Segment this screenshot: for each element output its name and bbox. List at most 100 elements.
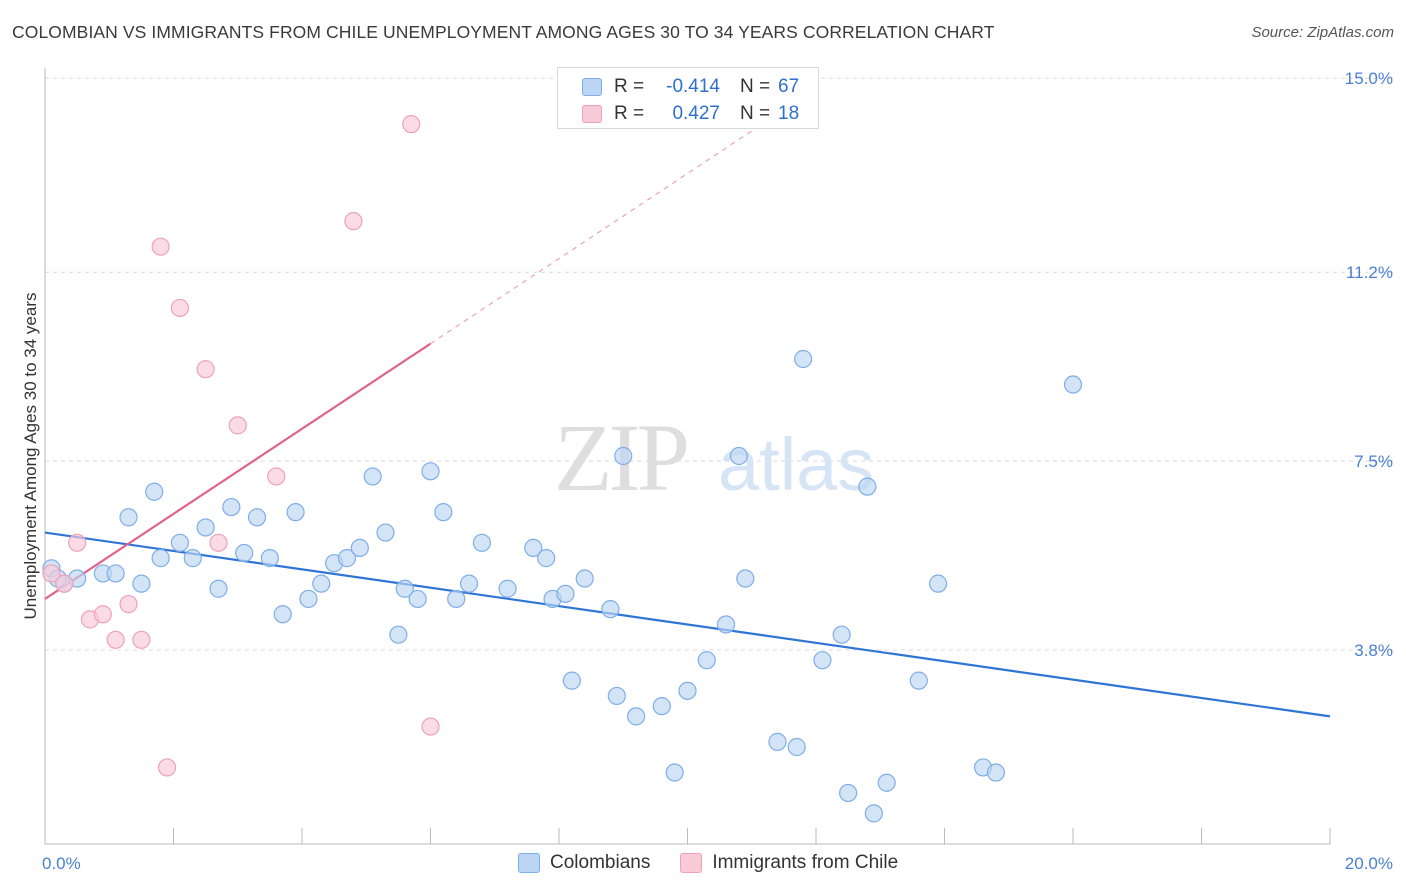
axis-labels: 3.8% 7.5% 11.2% 15.0% 0.0% 20.0% Unemployment …	[21, 69, 1393, 873]
point-colombians	[389, 625, 408, 644]
point-colombians	[408, 589, 427, 609]
series-legend: Colombians Immigrants from Chile	[518, 852, 928, 874]
y-axis-label: Unemployment Among Ages 30 to 34 years	[21, 293, 40, 620]
point-colombians	[832, 625, 851, 644]
point-colombians	[286, 503, 305, 522]
legend-row-chile: R = 0.427 N = 18	[582, 103, 799, 125]
point-colombians	[864, 804, 883, 823]
point-colombians	[273, 605, 292, 624]
series-legend-colombians[interactable]: Colombians	[518, 852, 650, 874]
point-colombians	[312, 574, 331, 593]
point-colombians	[183, 549, 202, 568]
point-colombians	[524, 538, 543, 557]
point-colombians	[222, 497, 241, 517]
data-points	[42, 115, 1083, 823]
point-colombians	[858, 477, 877, 496]
point-colombians	[736, 569, 755, 588]
point-colombians	[986, 763, 1006, 782]
point-colombians	[498, 579, 517, 598]
x-tick-label: 0.0%	[42, 854, 81, 873]
point-colombians	[132, 574, 151, 593]
series-label-colombians: Colombians	[550, 852, 651, 873]
series-legend-chile[interactable]: Immigrants from Chile	[680, 852, 898, 874]
point-colombians	[652, 697, 671, 716]
point-chile	[68, 533, 87, 552]
point-chile	[267, 467, 286, 486]
y-tick-label: 3.8%	[1354, 641, 1393, 660]
legend-r-label: R =	[614, 76, 645, 97]
point-colombians	[395, 579, 414, 598]
legend-r-label: R =	[614, 103, 645, 124]
legend-n-value: 67	[778, 76, 800, 97]
point-chile	[55, 574, 74, 593]
point-colombians	[813, 651, 832, 670]
point-colombians	[434, 503, 453, 522]
point-colombians	[119, 508, 138, 527]
trend-extension-chile	[430, 87, 817, 345]
point-chile	[42, 564, 61, 583]
point-colombians	[421, 462, 440, 481]
point-colombians	[877, 773, 896, 792]
point-chile	[209, 533, 228, 552]
legend-n-label: N =	[740, 103, 771, 124]
point-colombians	[562, 671, 581, 690]
point-colombians	[106, 564, 125, 583]
point-chile	[196, 360, 215, 379]
point-chile	[157, 758, 177, 777]
legend-r-value: -0.414	[666, 76, 720, 97]
point-colombians	[376, 523, 395, 542]
point-colombians	[614, 446, 633, 466]
point-colombians	[665, 763, 684, 782]
point-colombians	[247, 508, 267, 527]
point-colombians	[363, 467, 382, 486]
chart-title: COLOMBIAN VS IMMIGRANTS FROM CHILE UNEMP…	[12, 22, 995, 42]
point-colombians	[909, 671, 928, 690]
point-colombians	[459, 574, 479, 593]
point-colombians	[716, 615, 736, 634]
watermark-atlas: atlas	[718, 423, 874, 506]
point-colombians	[151, 549, 170, 568]
legend-r-value: 0.427	[672, 103, 720, 124]
series-swatch-colombians	[518, 853, 540, 873]
point-colombians	[678, 681, 697, 700]
trend-lines	[44, 87, 1331, 718]
legend-swatch-colombians	[582, 78, 602, 96]
point-colombians	[556, 584, 575, 603]
series-swatch-chile	[680, 853, 703, 873]
trend-line-colombians	[44, 531, 1331, 718]
axes	[44, 68, 1331, 845]
legend-n-label: N =	[740, 76, 771, 97]
y-tick-label: 11.2%	[1346, 263, 1393, 282]
point-colombians	[787, 737, 806, 757]
point-colombians	[697, 651, 716, 670]
point-colombians	[607, 686, 626, 706]
legend-row-colombians: R = -0.414 N = 67	[582, 76, 799, 98]
point-colombians	[601, 600, 620, 619]
point-colombians	[299, 589, 318, 609]
point-colombians	[196, 518, 215, 537]
point-chile	[421, 717, 440, 736]
watermark: ZIP atlas	[554, 404, 874, 511]
series-label-chile: Immigrants from Chile	[712, 852, 899, 873]
correlation-legend: R = -0.414 N = 67 R = 0.427 N = 18	[557, 67, 819, 129]
legend-n-value: 18	[778, 103, 800, 124]
point-colombians	[337, 549, 357, 568]
trend-line-chile	[44, 342, 432, 600]
point-chile	[132, 630, 151, 649]
point-colombians	[350, 538, 369, 557]
point-chile	[106, 630, 125, 649]
point-colombians	[839, 783, 858, 803]
point-chile	[170, 298, 190, 318]
point-colombians	[209, 579, 228, 598]
point-chile	[119, 594, 138, 614]
point-chile	[344, 212, 363, 231]
point-colombians	[472, 533, 491, 552]
legend-swatch-chile	[582, 105, 602, 123]
y-tick-label: 7.5%	[1354, 452, 1393, 471]
point-colombians	[928, 574, 948, 593]
point-colombians	[575, 569, 594, 588]
point-chile	[228, 416, 247, 435]
point-colombians	[235, 543, 254, 563]
grid-lines	[45, 77, 1395, 651]
